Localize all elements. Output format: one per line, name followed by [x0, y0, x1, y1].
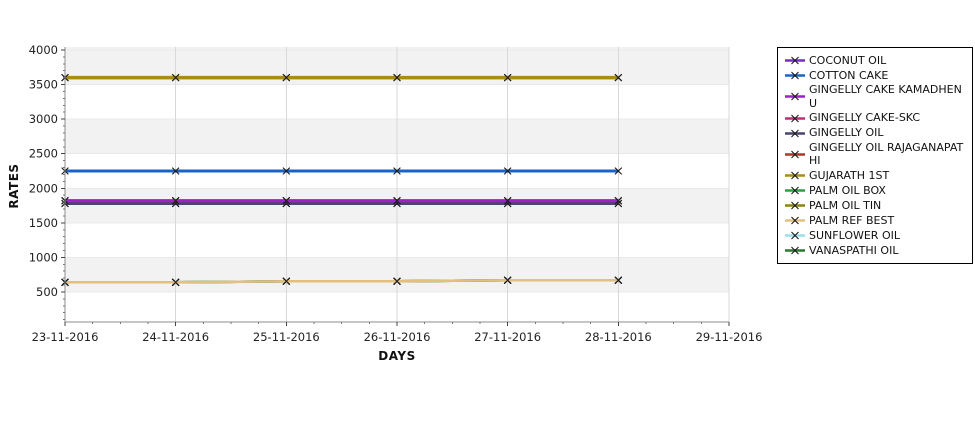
legend-item: GUJARATH 1ST — [784, 168, 968, 183]
legend-item: GINGELLY OIL — [784, 126, 968, 141]
legend-label: PALM OIL BOX — [809, 183, 886, 197]
data-point-x-marker — [614, 73, 623, 82]
series-line — [65, 278, 619, 284]
legend-label: COCONUT OIL — [809, 53, 887, 67]
x-tick-label: 29-11-2016 — [696, 330, 763, 344]
legend-x-marker-icon — [784, 245, 806, 256]
y-tick-label: 500 — [36, 285, 58, 299]
data-point-x-marker — [393, 167, 401, 175]
legend-x-marker-icon — [784, 128, 806, 139]
legend-x-marker-icon — [784, 113, 806, 124]
data-point-x-marker — [282, 73, 291, 82]
y-tick-label: 2000 — [29, 181, 58, 195]
data-point-x-marker — [503, 196, 512, 205]
data-point-x-marker — [503, 276, 512, 285]
legend-label: COTTON CAKE — [809, 68, 889, 82]
legend-x-marker-icon — [784, 230, 806, 241]
data-point-x-marker — [614, 276, 623, 285]
data-point-x-marker — [393, 277, 401, 286]
y-tick-label: 2500 — [29, 147, 58, 161]
legend-x-marker-icon — [784, 185, 806, 196]
y-tick-label: 4000 — [29, 43, 58, 57]
legend-item: PALM REF BEST — [784, 213, 968, 228]
legend-label: GINGELLY CAKE-SKC — [809, 111, 921, 125]
x-tick-label: 25-11-2016 — [253, 330, 320, 344]
data-point-x-marker — [503, 167, 512, 175]
x-tick-label: 27-11-2016 — [474, 330, 541, 344]
legend-label: PALM OIL TIN — [809, 198, 882, 212]
data-point-x-marker — [282, 277, 291, 286]
legend-item: PALM OIL BOX — [784, 183, 968, 198]
x-tick-label: 23-11-2016 — [32, 330, 99, 344]
legend-item: PALM OIL TIN — [784, 198, 968, 213]
data-point-x-marker — [171, 73, 180, 82]
legend-item: COTTON CAKE — [784, 68, 968, 83]
chart-legend: COCONUT OIL COTTON CAKE GINGELLY CAKE KAMA… — [777, 47, 973, 264]
legend-item: GINGELLY OIL RAJAGANAPATHI — [784, 141, 968, 169]
y-tick-label: 3000 — [29, 112, 58, 126]
legend-label: VANASPATHI OIL — [809, 243, 899, 257]
x-tick-label: 24-11-2016 — [142, 330, 209, 344]
legend-label: PALM REF BEST — [809, 213, 895, 227]
x-tick-label: 26-11-2016 — [364, 330, 431, 344]
legend-label: GINGELLY OIL — [809, 126, 884, 140]
data-point-x-marker — [171, 278, 180, 287]
data-point-x-marker — [614, 196, 623, 205]
x-tick-label: 28-11-2016 — [585, 330, 652, 344]
data-point-x-marker — [282, 167, 291, 175]
legend-item: VANASPATHI OIL — [784, 243, 968, 258]
legend-x-marker-icon — [784, 70, 806, 81]
y-tick-label: 1000 — [29, 250, 58, 264]
legend-item: GINGELLY CAKE KAMADHENU — [784, 83, 968, 111]
legend-label: GUJARATH 1ST — [809, 168, 890, 182]
y-tick-label: 1500 — [29, 216, 58, 230]
legend-x-marker-icon — [784, 215, 806, 226]
data-point-x-marker — [393, 73, 401, 82]
legend-item: GINGELLY CAKE-SKC — [784, 111, 968, 126]
data-point-x-marker — [282, 196, 291, 205]
legend-x-marker-icon — [784, 91, 806, 102]
legend-x-marker-icon — [784, 170, 806, 181]
legend-x-marker-icon — [784, 200, 806, 211]
legend-item: COCONUT OIL — [784, 53, 968, 68]
data-point-x-marker — [614, 167, 623, 175]
legend-x-marker-icon — [784, 55, 806, 66]
data-point-x-marker — [171, 196, 180, 205]
data-point-x-marker — [171, 167, 180, 175]
legend-label: GINGELLY OIL RAJAGANAPATHI — [809, 140, 964, 168]
x-axis-title: DAYS — [378, 349, 416, 363]
data-point-x-marker — [503, 73, 512, 82]
legend-item: SUNFLOWER OIL — [784, 228, 968, 243]
data-point-x-marker — [393, 196, 401, 205]
y-tick-label: 3500 — [29, 78, 58, 92]
legend-x-marker-icon — [784, 149, 806, 160]
legend-label: SUNFLOWER OIL — [809, 228, 900, 242]
y-axis-title: RATES — [7, 163, 21, 209]
legend-label: GINGELLY CAKE KAMADHENU — [809, 83, 962, 110]
